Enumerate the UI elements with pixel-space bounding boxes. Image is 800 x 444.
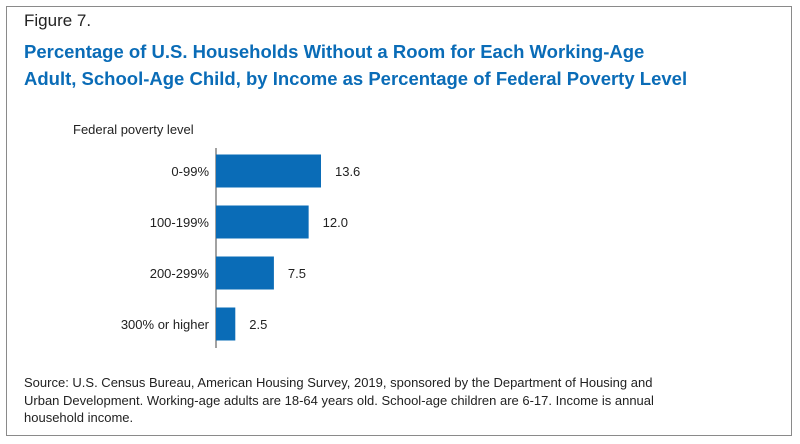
source-line-2: Urban Development. Working-age adults ar…	[24, 392, 654, 408]
source-line-1: Source: U.S. Census Bureau, American Hou…	[24, 375, 653, 390]
category-label-1: 100-199%	[150, 215, 210, 230]
source-note: Source: U.S. Census Bureau, American Hou…	[24, 374, 744, 427]
bar-0	[216, 154, 321, 188]
y-axis-title: Federal poverty level	[73, 122, 194, 137]
value-label-1: 12.0	[323, 215, 348, 230]
bar-3	[216, 307, 236, 341]
chart-title-line-1: Percentage of U.S. Households Without a …	[24, 41, 645, 62]
bar-1	[216, 205, 309, 239]
source-line-3: household income.	[24, 410, 134, 425]
category-label-2: 200-299%	[150, 266, 210, 281]
figure-label: Figure 7.	[24, 11, 92, 30]
value-label-0: 13.6	[335, 164, 360, 179]
bar-2	[216, 256, 274, 290]
value-label-2: 7.5	[288, 266, 306, 281]
chart-title: Percentage of U.S. Households Without a …	[24, 38, 784, 92]
figure-frame	[6, 6, 792, 436]
value-label-3: 2.5	[249, 317, 267, 332]
bars-group: 0-99% 13.6 100-199% 12.0 200-299% 7.5 300% or …	[121, 154, 360, 341]
category-label-0: 0-99%	[171, 164, 209, 179]
bar-chart: Federal poverty level 0-99% 13.6 100-199% 1…	[73, 122, 360, 348]
chart-title-line-2: Adult, School-Age Child, by Income as Pe…	[24, 68, 688, 89]
category-label-3: 300% or higher	[121, 317, 210, 332]
